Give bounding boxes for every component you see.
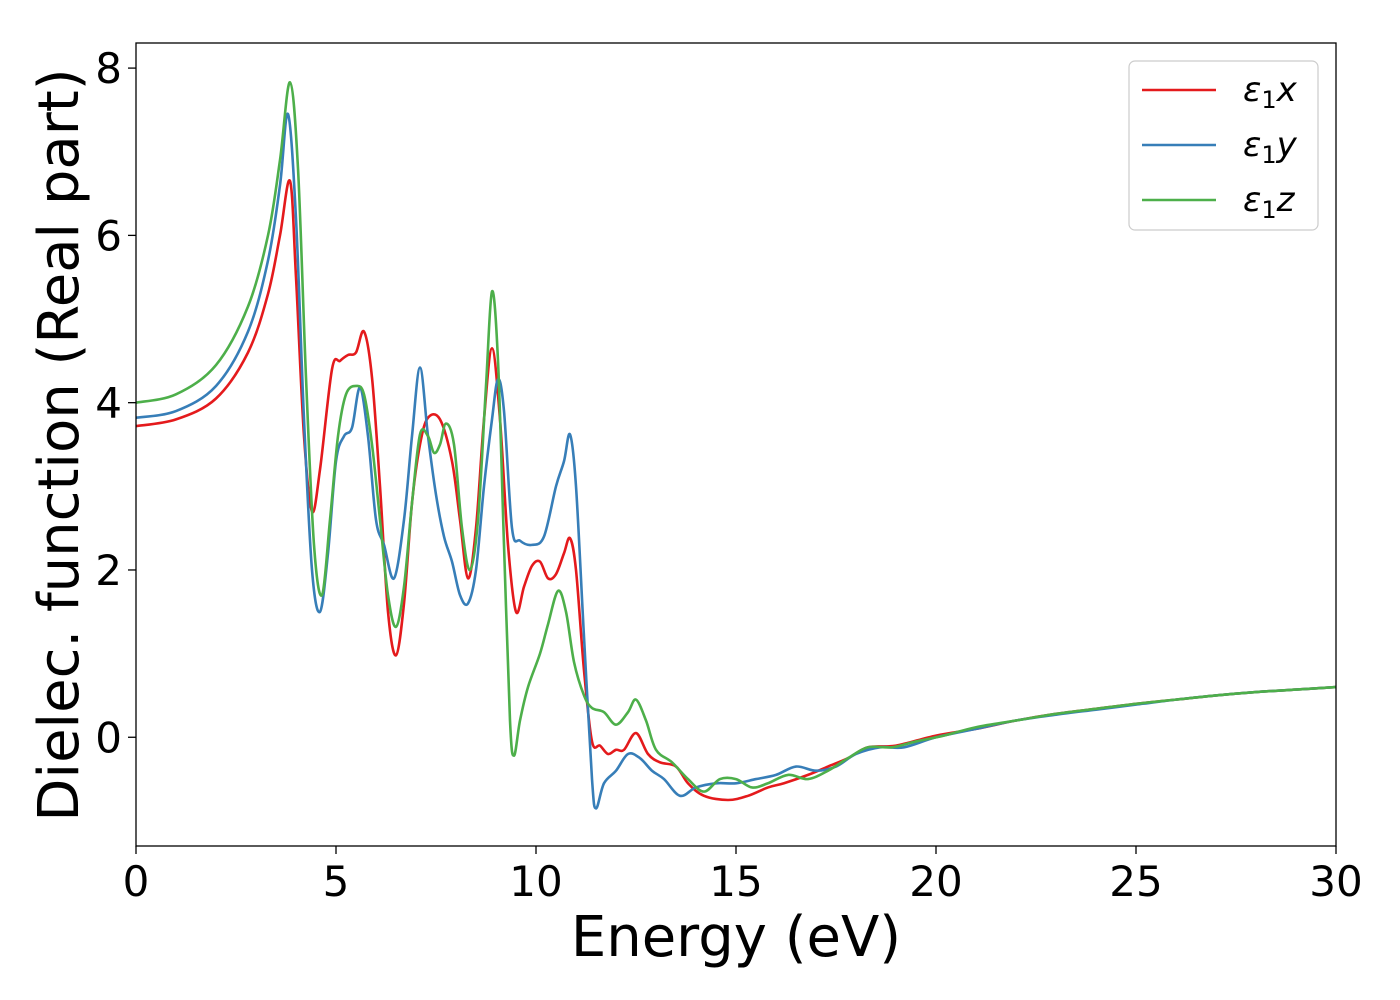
x-tick-label: 5 bbox=[323, 857, 350, 906]
x-tick-label: 10 bbox=[509, 857, 562, 906]
legend: ε1x ε1y ε1z bbox=[1128, 60, 1319, 231]
x-tick-label: 25 bbox=[1109, 857, 1162, 906]
legend-box bbox=[1128, 60, 1319, 231]
legend-label: ε1z bbox=[1243, 180, 1296, 224]
y-tick-label: 8 bbox=[95, 44, 122, 93]
legend-label: ε1y bbox=[1243, 125, 1298, 169]
y-tick-label: 0 bbox=[95, 713, 122, 762]
x-axis: 0 5 10 15 20 25 30 bbox=[123, 846, 1363, 906]
y-axis-title: Dielec. function (Real part) bbox=[27, 68, 92, 821]
y-axis: 0 2 4 6 8 bbox=[95, 44, 136, 762]
x-tick-label: 20 bbox=[909, 857, 962, 906]
x-tick-label: 15 bbox=[709, 857, 762, 906]
x-tick-label: 0 bbox=[123, 857, 150, 906]
legend-label: ε1x bbox=[1243, 70, 1298, 114]
series-line-z bbox=[136, 81, 1336, 793]
y-tick-label: 4 bbox=[95, 379, 122, 428]
y-tick-label: 2 bbox=[95, 546, 122, 595]
x-axis-title: Energy (eV) bbox=[571, 905, 901, 970]
series-lines bbox=[136, 81, 1336, 810]
y-tick-label: 6 bbox=[95, 211, 122, 260]
x-tick-label: 30 bbox=[1309, 857, 1362, 906]
